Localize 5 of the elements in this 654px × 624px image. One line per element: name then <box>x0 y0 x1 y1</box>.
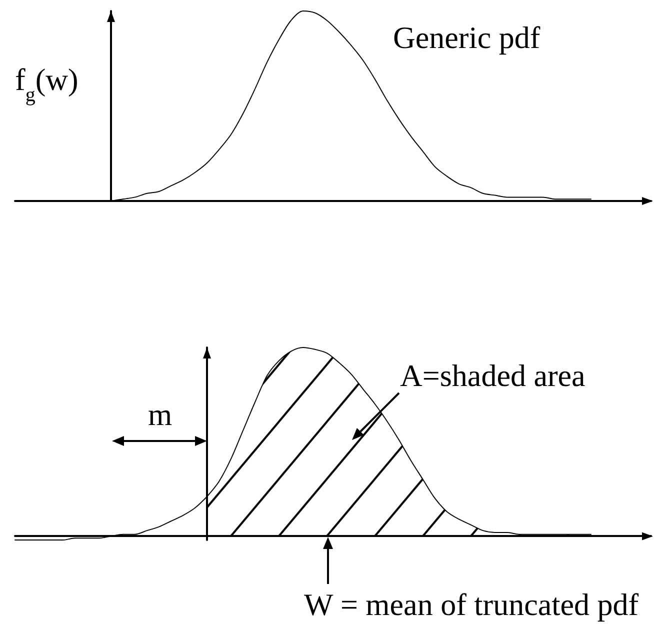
chart-title: Generic pdf <box>393 20 541 55</box>
text: W = mean of truncated pdf <box>304 587 640 622</box>
annotation: m <box>148 397 172 432</box>
y-axis-title: f$_{g}$(w) <box>15 62 78 106</box>
annotation: A=shaded area <box>400 358 586 393</box>
